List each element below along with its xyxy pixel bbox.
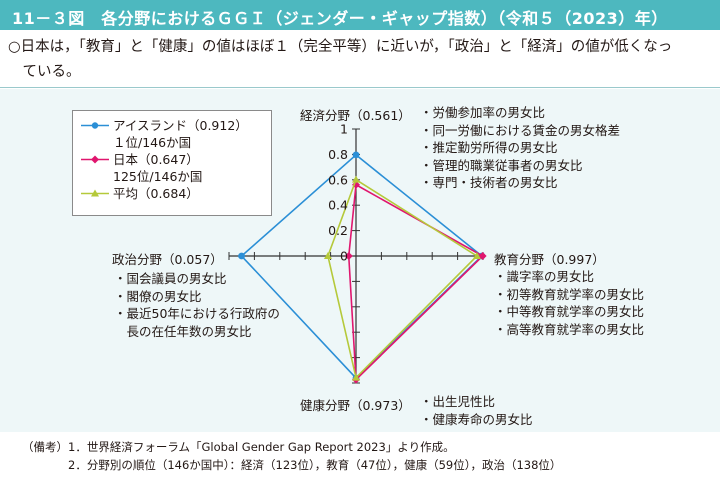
tick-label: 0.4 <box>328 198 348 213</box>
indicator-item: ・国会議員の男女比 <box>114 271 227 286</box>
legend-item-iceland: アイスランド（0.912） １位/146か国 <box>79 117 265 151</box>
note-line-2: 2．分野別の順位（146か国中）：経済（123位），教育（47位），健康（59位… <box>22 457 561 475</box>
tick-label: 1 <box>340 122 348 137</box>
notes: （備考） 1．世界経済フォーラム「Global Gender Gap Repor… <box>22 439 561 474</box>
tick-label: 0.8 <box>328 147 348 162</box>
data-point-average <box>472 252 481 259</box>
data-point-average <box>323 252 332 259</box>
data-point-japan <box>478 252 487 260</box>
indicator-item: ・健康寿命の男女比 <box>420 411 533 427</box>
indicator-item: ・中等教育就学率の男女比 <box>494 304 645 319</box>
tick-label: 0.6 <box>328 172 348 187</box>
indicator-list-politics: ・国会議員の男女比 ・閣僚の男女比 ・最近50年における行政府の 長の在任年数の… <box>114 270 280 340</box>
summary-box: ○日本は，「教育」と「健康」の値はほぼ１（完全平等）に近いが，「政治」と「経済」… <box>0 30 720 88</box>
note-text-1: 1．世界経済フォーラム「Global Gender Gap Report 202… <box>68 440 455 454</box>
tick-label: 0 <box>340 249 348 264</box>
axis-label-education: 教育分野（0.997） <box>494 252 605 267</box>
legend-label-japan: 日本（0.647） <box>113 152 199 167</box>
note-line-1: （備考） 1．世界経済フォーラム「Global Gender Gap Repor… <box>22 439 561 457</box>
axis-label-health: 健康分野（0.973） <box>300 398 411 413</box>
tick-label: 0.2 <box>328 223 348 238</box>
indicator-item: ・最近50年における行政府の <box>114 306 280 321</box>
indicator-list-health: ・出生児性比 ・健康寿命の男女比 <box>420 393 533 428</box>
legend-swatch-average <box>81 189 109 197</box>
legend: アイスランド（0.912） １位/146か国 日本（0.647） 125位/14… <box>72 110 272 216</box>
legend-detail-japan: 125位/146か国 <box>113 169 203 184</box>
data-point-average <box>352 373 360 381</box>
legend-detail-iceland: １位/146か国 <box>113 135 192 150</box>
data-point-iceland <box>238 252 245 260</box>
indicator-list-education: ・識字率の男女比 ・初等教育就学率の男女比 ・中等教育就学率の男女比 ・高等教育… <box>494 268 644 338</box>
data-point-average <box>352 175 360 183</box>
indicator-item: ・閣僚の男女比 <box>114 288 202 304</box>
legend-swatch-iceland <box>81 122 109 129</box>
indicator-list-economy: ・労働参加率の男女比 ・同一労働における賃金の男女格差 ・推定勤労所得の男女比 … <box>420 104 620 192</box>
figure-title: 11－３図 各分野におけるＧＧＩ（ジェンダー・ギャップ指数）（令和５（2023）… <box>0 0 720 30</box>
indicator-item: ・推定勤労所得の男女比 <box>420 140 558 155</box>
data-point-japan <box>344 252 353 260</box>
indicator-item: ・専門・技術者の男女比 <box>420 175 558 190</box>
summary-line-1: ○日本は，「教育」と「健康」の値はほぼ１（完全平等）に近いが，「政治」と「経済」… <box>8 39 673 55</box>
indicator-item: 長の在任年数の男女比 <box>114 323 252 339</box>
legend-label-iceland: アイスランド（0.912） <box>113 118 248 133</box>
legend-label-average: 平均（0.684） <box>113 186 199 201</box>
note-text-2: 2．分野別の順位（146か国中）：経済（123位），教育（47位），健康（59位… <box>68 457 562 472</box>
axis-label-economy: 経済分野（0.561） <box>300 108 411 123</box>
note-prefix: （備考） <box>22 440 68 454</box>
indicator-item: ・出生児性比 <box>420 394 496 409</box>
indicator-item: ・識字率の男女比 <box>494 269 595 284</box>
indicator-item: ・初等教育就学率の男女比 <box>494 286 645 302</box>
note-prefix-spacer <box>22 457 68 475</box>
summary-line-2: ている。 <box>8 64 81 80</box>
legend-swatch-japan <box>81 155 109 164</box>
legend-item-average: 平均（0.684） <box>79 185 265 202</box>
axis-label-politics: 政治分野（0.057） <box>112 252 223 267</box>
indicator-item: ・管理的職業従事者の男女比 <box>420 157 583 173</box>
legend-item-japan: 日本（0.647） 125位/146か国 <box>79 151 265 185</box>
data-point-iceland <box>352 151 360 159</box>
indicator-item: ・同一労働における賃金の男女格差 <box>420 122 621 138</box>
series-line-japan <box>347 183 484 382</box>
indicator-item: ・労働参加率の男女比 <box>420 105 546 120</box>
indicator-item: ・高等教育就学率の男女比 <box>494 321 645 337</box>
